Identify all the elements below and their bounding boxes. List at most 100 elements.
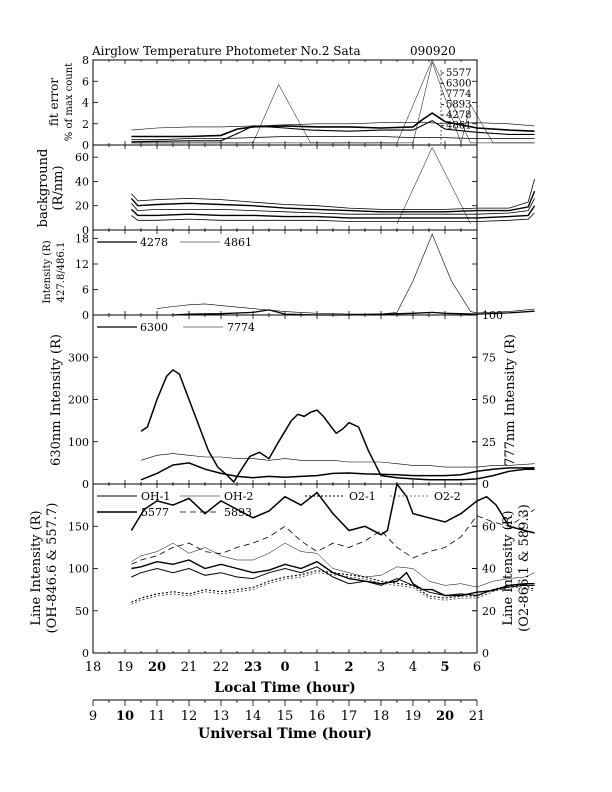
x-tick-label: 4 xyxy=(409,660,417,675)
legend-label: OH-2 xyxy=(224,490,253,503)
x-axis-label: Local Time (hour) xyxy=(214,680,356,696)
x-tick-label: 19 xyxy=(117,660,134,675)
y-tick-label-right: 50 xyxy=(482,394,496,407)
ut-tick-label: 14 xyxy=(245,709,262,724)
x-tick-label: 21 xyxy=(181,660,198,675)
y-axis-label: (R/nm) xyxy=(51,165,66,210)
legend-label: 5893 xyxy=(446,100,471,111)
series-line-OH-1 xyxy=(131,566,535,597)
y-axis-label: background xyxy=(36,149,51,228)
y-axis-label-right: Line Intensity (R) xyxy=(501,510,516,625)
y-tick-label-right: 20 xyxy=(482,605,496,618)
series-line-spike xyxy=(396,146,471,225)
series-line-O2-2 xyxy=(131,572,535,605)
x-tick-label: 3 xyxy=(377,660,385,675)
y-tick-label: 18 xyxy=(75,233,89,246)
ut-tick-label: 13 xyxy=(213,709,230,724)
series-line-upper xyxy=(131,178,535,210)
y-tick-label: 0 xyxy=(82,139,89,152)
y-tick-label-right: 25 xyxy=(482,436,496,449)
y-tick-label-right: 100 xyxy=(482,309,503,322)
y-tick-label: 200 xyxy=(68,394,89,407)
y-axis-label-left: (OH-846.6 & 557.7) xyxy=(45,503,60,634)
y-tick-label-right: 0 xyxy=(482,647,489,660)
legend-label: 7774 xyxy=(446,89,471,100)
ut-tick-label: 17 xyxy=(341,709,358,724)
x-tick-label: 5 xyxy=(440,660,449,675)
x-tick-label: 1 xyxy=(313,660,321,675)
legend-label: OH-1 xyxy=(141,490,170,503)
y-tick-label: 300 xyxy=(68,351,89,364)
series-line-band2 xyxy=(130,190,536,213)
series-line-5577 xyxy=(131,61,535,144)
x-tick-label: 2 xyxy=(344,660,353,675)
legend-label: 4278 xyxy=(140,236,168,249)
y-tick-label-right: 0 xyxy=(482,478,489,491)
series-line-O2-1 xyxy=(131,570,535,603)
legend-label: O2-1 xyxy=(349,490,376,503)
background-panel: 0 20 40 60 background (R/nm) xyxy=(36,144,536,237)
x-tick-label: 18 xyxy=(85,660,102,675)
y-tick-label-right: 40 xyxy=(482,563,496,576)
legend-label: 6300 xyxy=(446,79,471,90)
legend-label: 5893 xyxy=(224,506,252,519)
series-line-4861 xyxy=(156,233,535,315)
x-tick-label: 6 xyxy=(473,660,481,675)
series-line-band5 xyxy=(131,212,535,222)
ut-tick-label: 21 xyxy=(469,709,486,724)
y-tick-label: 150 xyxy=(68,520,89,533)
ut-tick-label: 11 xyxy=(149,709,166,724)
ut-tick-label: 19 xyxy=(405,709,422,724)
y-tick-label: 6 xyxy=(82,75,89,88)
ut-axis-label: Universal Time (hour) xyxy=(198,726,372,742)
series-line-6300 xyxy=(140,368,535,484)
y-tick-label: 8 xyxy=(82,54,89,67)
x-tick-label: 20 xyxy=(148,660,166,675)
series-line-7774 xyxy=(131,119,535,143)
universal-time-axis: 9 10 11 12 13 14 15 16 17 18 19 20 21 Universal Time … xyxy=(89,699,486,742)
y-tick-label: 0 xyxy=(82,224,89,237)
y-tick-label: 6 xyxy=(82,284,89,297)
y-axis-label: % of max count xyxy=(64,63,75,141)
series-line-4278 xyxy=(131,112,535,138)
y-tick-label-right: 60 xyxy=(482,520,496,533)
y-axis-label-left: Line Intensity (R) xyxy=(29,510,44,625)
y-axis-label-right: (O2-866.1 & 589.3) xyxy=(517,504,532,632)
y-tick-label: 20 xyxy=(75,200,89,213)
ut-tick-label: 15 xyxy=(277,709,294,724)
y-tick-label: 50 xyxy=(75,605,89,618)
y-tick-label: 40 xyxy=(75,175,89,188)
series-line-6300 lower xyxy=(140,462,535,481)
y-tick-label: 60 xyxy=(75,151,89,164)
figure-title: Airglow Temperature Photometer No.2 Sata xyxy=(91,44,361,58)
blue-intensity-panel: 0 6 12 18 Intensity (R) 427.8/486.1 4278 4861 xyxy=(42,229,535,322)
y-tick-label: 100 xyxy=(68,436,89,449)
legend-label: O2-2 xyxy=(434,490,461,503)
fit-error-panel: 0 2 4 6 8 fit error% of max count 557763007774… xyxy=(47,54,535,152)
series-line-5577 xyxy=(131,559,535,597)
legend-label: 4278 xyxy=(446,110,471,121)
ut-tick-label: 16 xyxy=(309,709,326,724)
series-line-7774 xyxy=(140,453,535,468)
legend-label: 5577 xyxy=(446,68,471,79)
ut-tick-label: 20 xyxy=(436,709,454,724)
y-axis-label-right: 777nm Intensity (R) xyxy=(503,334,518,466)
legend-label: 6300 xyxy=(140,321,168,334)
y-axis-label: 427.8/486.1 xyxy=(56,242,67,303)
x-tick-label: 23 xyxy=(244,660,262,675)
y-tick-label: 4 xyxy=(82,97,89,110)
y-tick-label-right: 75 xyxy=(482,351,496,364)
plot-frame xyxy=(92,59,478,146)
y-tick-label: 0 xyxy=(82,309,89,322)
figure-date-code: 090920 xyxy=(410,44,456,58)
y-axis-label: Intensity (R) xyxy=(42,240,53,303)
legend-label: 4861 xyxy=(446,121,471,132)
red-intensity-panel: 0 100 200 300 0 25 50 75 100 630nm Intensity (R) 7… xyxy=(49,309,535,491)
series-line-5893 xyxy=(131,509,535,565)
y-tick-label: 0 xyxy=(82,647,89,660)
series-line-band3 xyxy=(131,198,535,215)
y-tick-label: 0 xyxy=(82,478,89,491)
series-line-OH-2 xyxy=(131,542,535,588)
